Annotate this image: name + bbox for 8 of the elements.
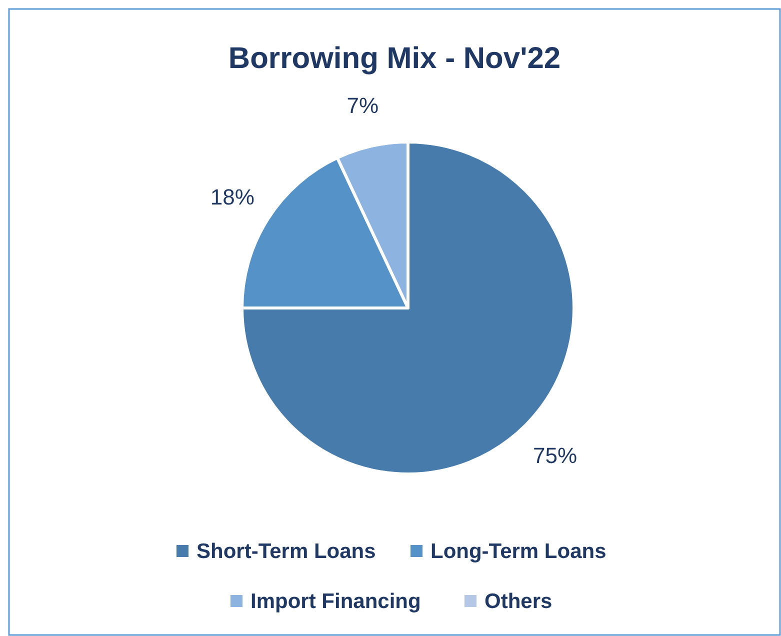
data-label: 75% [533, 443, 578, 468]
legend-label: Others [484, 590, 552, 613]
data-label: 18% [210, 184, 254, 210]
data-label: 7% [346, 93, 379, 118]
chart-title: Borrowing Mix - Nov'22 [228, 42, 561, 75]
legend-label: Short-Term Loans [196, 540, 376, 563]
legend-label: Long-Term Loans [430, 540, 606, 563]
legend-label: Import Financing [250, 590, 421, 613]
